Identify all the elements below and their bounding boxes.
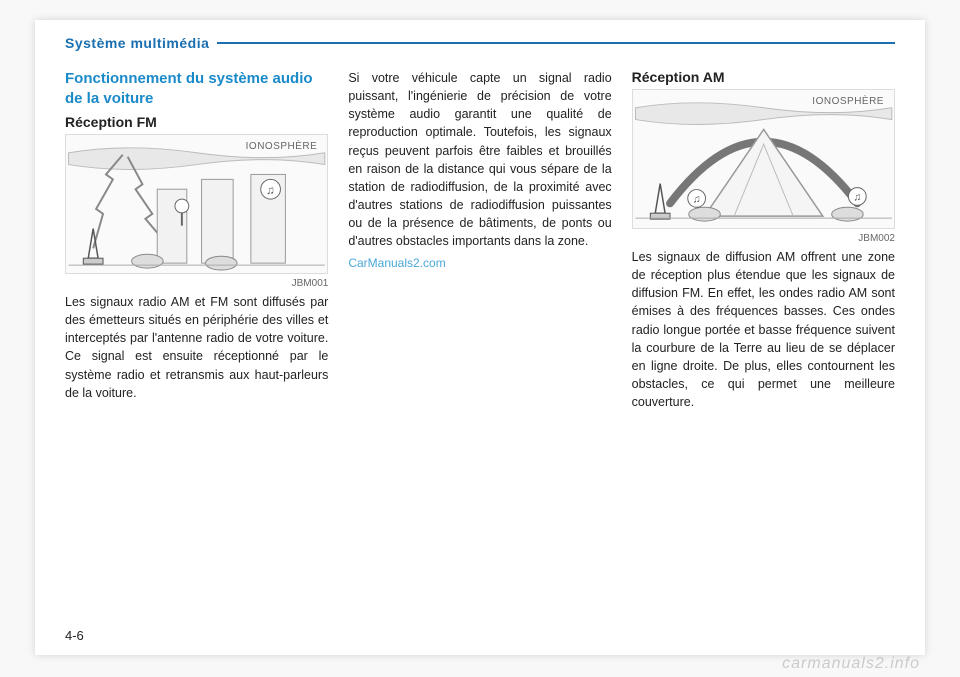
fm-illustration-icon: ♫ [66, 135, 327, 273]
page: Système multimédia Fonctionnement du sys… [35, 20, 925, 655]
bottom-watermark: carmanuals2.info [782, 655, 920, 673]
fm-figure: IONOSPHÈRE ♫ [65, 134, 328, 274]
column-1: Fonctionnement du système audio de la vo… [65, 69, 328, 411]
svg-text:♫: ♫ [692, 193, 700, 205]
am-fig-code: JBM002 [632, 233, 895, 244]
col2-body-text: Si votre véhicule capte un signal radio … [348, 69, 611, 250]
page-number: 4-6 [65, 628, 84, 643]
page-header: Système multimédia [65, 35, 895, 51]
am-figure: IONOSPHÈRE ♫ [632, 89, 895, 229]
fm-fig-code: JBM001 [65, 278, 328, 289]
fm-body-text: Les signaux radio AM et FM sont diffusés… [65, 293, 328, 402]
header-title: Système multimédia [65, 35, 209, 51]
section-title: Fonctionnement du système audio de la vo… [65, 69, 328, 108]
am-subtitle: Réception AM [632, 69, 895, 85]
fm-subtitle: Réception FM [65, 114, 328, 130]
column-2: Si votre véhicule capte un signal radio … [348, 69, 611, 411]
am-body-text: Les signaux de diffusion AM offrent une … [632, 248, 895, 411]
am-illustration-icon: ♫ ♫ [633, 90, 894, 228]
am-fig-label: IONOSPHÈRE [812, 96, 884, 107]
svg-text:♫: ♫ [853, 191, 861, 203]
svg-text:♫: ♫ [266, 183, 275, 197]
header-rule [217, 42, 895, 44]
fm-fig-label: IONOSPHÈRE [246, 141, 318, 152]
column-3: Réception AM IONOSPHÈRE [632, 69, 895, 411]
center-watermark: CarManuals2.com [348, 256, 611, 270]
content-columns: Fonctionnement du système audio de la vo… [65, 69, 895, 411]
